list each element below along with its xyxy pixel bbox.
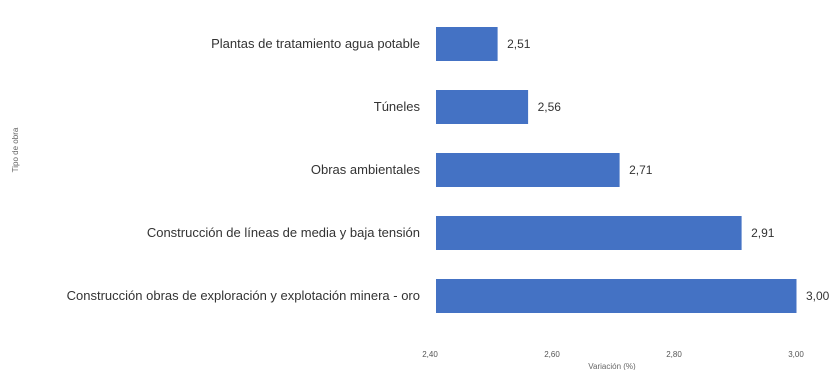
category-label: Plantas de tratamiento agua potable	[211, 36, 420, 51]
value-label: 2,51	[507, 37, 531, 51]
category-label: Túneles	[374, 99, 421, 114]
value-label: 2,91	[751, 226, 775, 240]
value-label: 2,56	[538, 100, 562, 114]
value-label: 3,00	[806, 289, 830, 303]
x-tick-label: 2,40	[422, 350, 438, 359]
bar	[436, 27, 498, 61]
category-label: Obras ambientales	[311, 162, 421, 177]
x-tick-label: 2,80	[666, 350, 682, 359]
bar	[436, 216, 742, 250]
category-label: Construcción de líneas de media y baja t…	[147, 225, 420, 240]
y-axis-title: Tipo de obra	[11, 127, 20, 172]
x-tick-label: 2,60	[544, 350, 560, 359]
bar	[436, 153, 620, 187]
bars-layer	[436, 27, 797, 313]
x-tick-label: 3,00	[788, 350, 804, 359]
category-labels: Plantas de tratamiento agua potable Túnel…	[67, 36, 421, 303]
category-label: Construcción obras de exploración y expl…	[67, 288, 420, 303]
x-axis-ticks: 2,40 2,60 2,80 3,00	[422, 350, 804, 359]
value-label: 2,71	[629, 163, 653, 177]
bar	[436, 90, 529, 124]
x-axis-title: Variación (%)	[588, 362, 636, 370]
bar	[436, 279, 797, 313]
value-labels: 2,51 2,56 2,71 2,91 3,00	[507, 37, 830, 303]
